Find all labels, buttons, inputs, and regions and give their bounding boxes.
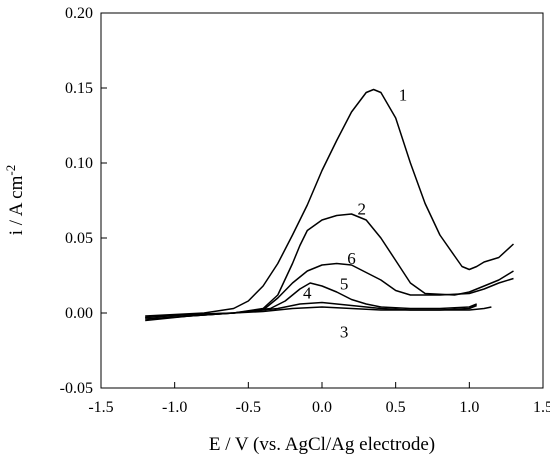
- x-axis-ticks: -1.5 -1.0 -0.5 0.0 0.5 1.0 1.5: [88, 382, 550, 416]
- series-line-4: [145, 301, 477, 320]
- y-axis-label-superscript: -2: [3, 165, 18, 176]
- series-label-2: 2: [358, 200, 367, 219]
- x-tick-label: 0.0: [312, 399, 332, 416]
- y-axis-ticks: -0.05 0.00 0.05 0.10 0.15 0.20: [60, 5, 107, 397]
- x-tick-label: 1.5: [533, 399, 550, 416]
- y-tick-label: 0.05: [65, 230, 93, 247]
- series-line-6: [145, 262, 514, 319]
- series-label-4: 4: [303, 284, 312, 303]
- y-tick-label: 0.10: [65, 155, 93, 172]
- series-label-6: 6: [347, 249, 356, 268]
- series-line-1: [145, 88, 515, 317]
- series-label-5: 5: [340, 275, 349, 294]
- series-group: 1 2 3 4 5 6: [145, 86, 515, 342]
- y-tick-label: 0.20: [65, 5, 93, 22]
- series-label-3: 3: [340, 323, 349, 342]
- x-tick-label: 0.5: [386, 399, 406, 416]
- y-axis-label: i / A cm-2: [3, 165, 27, 236]
- y-axis-label-main: i / A cm: [6, 175, 27, 235]
- x-tick-label: 1.0: [459, 399, 479, 416]
- x-tick-label: -0.5: [236, 399, 261, 416]
- x-tick-label: -1.5: [88, 399, 113, 416]
- y-tick-label: 0.15: [65, 80, 93, 97]
- plot-frame: [100, 12, 544, 389]
- x-axis-label: E / V (vs. AgCl/Ag electrode): [209, 434, 435, 455]
- x-tick-label: -1.0: [162, 399, 187, 416]
- y-tick-label: -0.05: [60, 380, 93, 397]
- y-tick-label: 0.00: [65, 305, 93, 322]
- series-label-1: 1: [399, 86, 408, 105]
